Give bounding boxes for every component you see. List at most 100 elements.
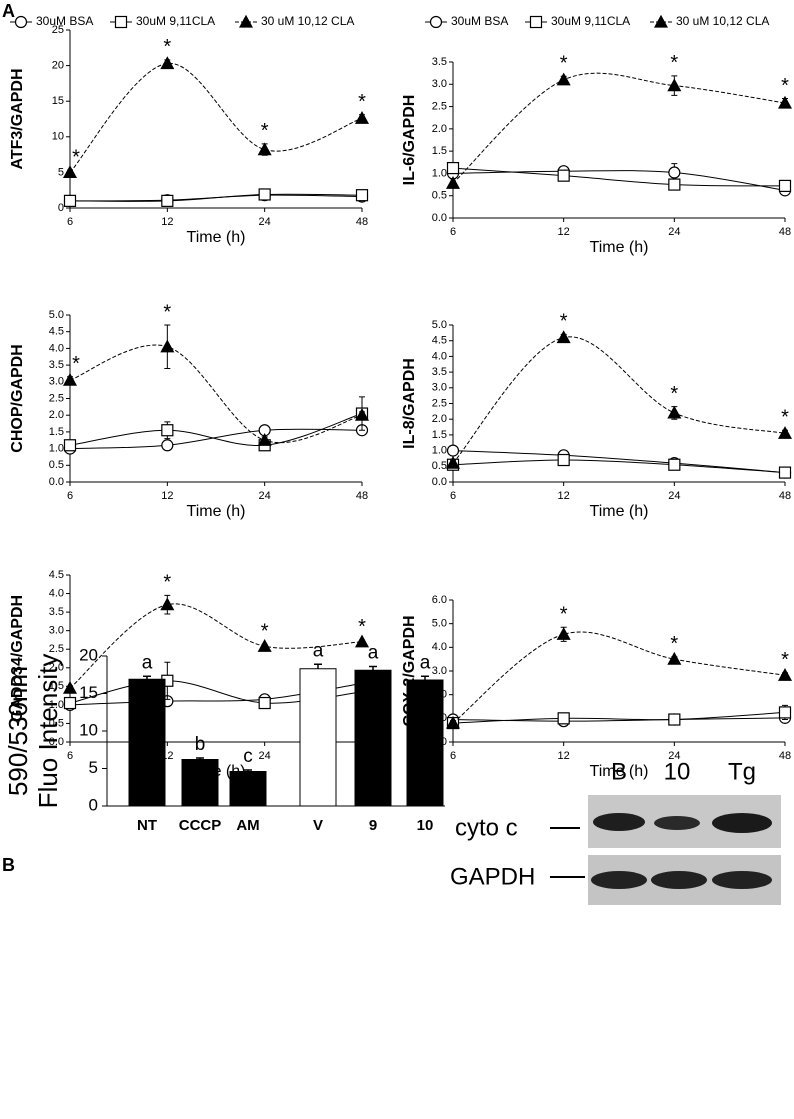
legend-marker (114, 15, 128, 29)
x-axis-title: Time (h) (590, 503, 649, 520)
y-tick-label: 1.0 (49, 699, 64, 711)
y-tick-label: 15 (79, 683, 98, 702)
x-tick-label: 12 (558, 490, 570, 502)
panel-label: A (2, 1, 15, 21)
marker (557, 169, 570, 182)
line (69, 62, 363, 173)
marker (161, 424, 174, 437)
y-tick-label: 3.0 (432, 78, 447, 90)
y-tick-label: 0.0 (49, 736, 64, 748)
y-tick-label: 0.5 (432, 190, 447, 202)
line (69, 428, 363, 450)
y-tick-label: 2.0 (49, 662, 64, 674)
y-axis-title: IL-6/GAPDH (401, 95, 418, 186)
error-bar (369, 665, 377, 671)
significance: * (560, 311, 568, 333)
marker (258, 188, 271, 201)
y-tick-label: 4.5 (432, 335, 447, 347)
significance: * (163, 36, 171, 58)
x-tick-label: 24 (259, 750, 271, 762)
y-tick-label: 0.5 (49, 717, 64, 729)
x-tick-label: 10 (417, 817, 434, 834)
lane-label: Tg (728, 758, 756, 785)
y-tick-label: 3.0 (432, 665, 447, 677)
marker (62, 165, 78, 178)
x-tick-label: 48 (779, 226, 791, 238)
y-tick-label: 3.0 (432, 382, 447, 394)
marker (355, 189, 369, 202)
significance: * (560, 53, 568, 75)
line (452, 72, 786, 184)
bar (181, 759, 219, 807)
marker (556, 72, 571, 86)
line (69, 413, 363, 447)
marker (161, 439, 174, 452)
legend-label: 30uM BSA (451, 14, 508, 28)
lane-label: B (611, 758, 627, 785)
bar (354, 669, 392, 807)
marker (257, 639, 272, 652)
y-tick-label: 4.5 (49, 326, 64, 338)
y-tick-label: 2.0 (49, 409, 64, 421)
y-tick-label: 3.5 (432, 366, 447, 378)
y-tick-label: 4.0 (432, 350, 447, 362)
marker (354, 407, 370, 421)
y-tick-label: 0 (58, 202, 64, 214)
y-tick-label: 5 (58, 166, 64, 178)
y-tick-label: 1.0 (432, 445, 447, 457)
marker (160, 56, 175, 70)
y-axis-title: Fluo Intensity (33, 654, 63, 809)
line (452, 459, 786, 474)
legend-marker (238, 14, 254, 28)
series (445, 626, 793, 729)
line (452, 170, 786, 191)
group-label: a (142, 652, 153, 673)
significance: * (358, 91, 366, 113)
legend-label: 30uM 9,11CLA (551, 14, 630, 28)
group-label: a (313, 640, 324, 661)
marker (667, 405, 682, 419)
x-tick-label: 12 (161, 216, 173, 228)
x-tick-label: 48 (356, 216, 368, 228)
y-tick-label: 3.0 (49, 376, 64, 388)
y-axis-title: GADD34/GAPDH (9, 595, 26, 722)
y-tick-label: 10 (52, 131, 64, 143)
significance: * (781, 406, 789, 428)
significance: * (261, 120, 269, 142)
line (69, 603, 363, 689)
y-tick-label: 0.5 (49, 459, 64, 471)
y-tick-label: 3.5 (49, 606, 64, 618)
y-tick-label: 25 (52, 24, 64, 36)
x-tick-label: V (313, 817, 323, 834)
y-tick-label: 0.0 (49, 476, 64, 488)
y-tick-label: 3.5 (432, 56, 447, 68)
marker (445, 715, 461, 729)
y-tick-label: 15 (52, 95, 64, 107)
x-tick-label: 48 (356, 490, 368, 502)
marker (668, 458, 681, 471)
y-tick-label: 4.0 (49, 587, 64, 599)
y-tick-label: 20 (52, 60, 64, 72)
legend-marker (429, 15, 443, 29)
y-tick-label: 5.0 (432, 319, 447, 331)
x-tick-label: 9 (369, 817, 377, 834)
marker (668, 178, 681, 191)
significance: * (72, 353, 80, 375)
line (69, 344, 363, 444)
x-tick-label: AM (236, 817, 259, 834)
y-tick-label: 4.5 (49, 569, 64, 581)
y-tick-label: 3.5 (49, 359, 64, 371)
x-axis-title: Time (h) (187, 503, 246, 520)
y-tick-label: 1.5 (432, 429, 447, 441)
line (452, 711, 786, 724)
legend-label: 30 uM 10,12 CLA (676, 14, 769, 28)
y-tick-label: 2.0 (432, 413, 447, 425)
marker (63, 696, 77, 710)
significance: * (670, 383, 678, 405)
marker (556, 627, 571, 640)
band-label: GAPDH (450, 863, 535, 890)
marker (62, 372, 78, 386)
group-label: a (420, 652, 431, 673)
marker (667, 651, 682, 665)
